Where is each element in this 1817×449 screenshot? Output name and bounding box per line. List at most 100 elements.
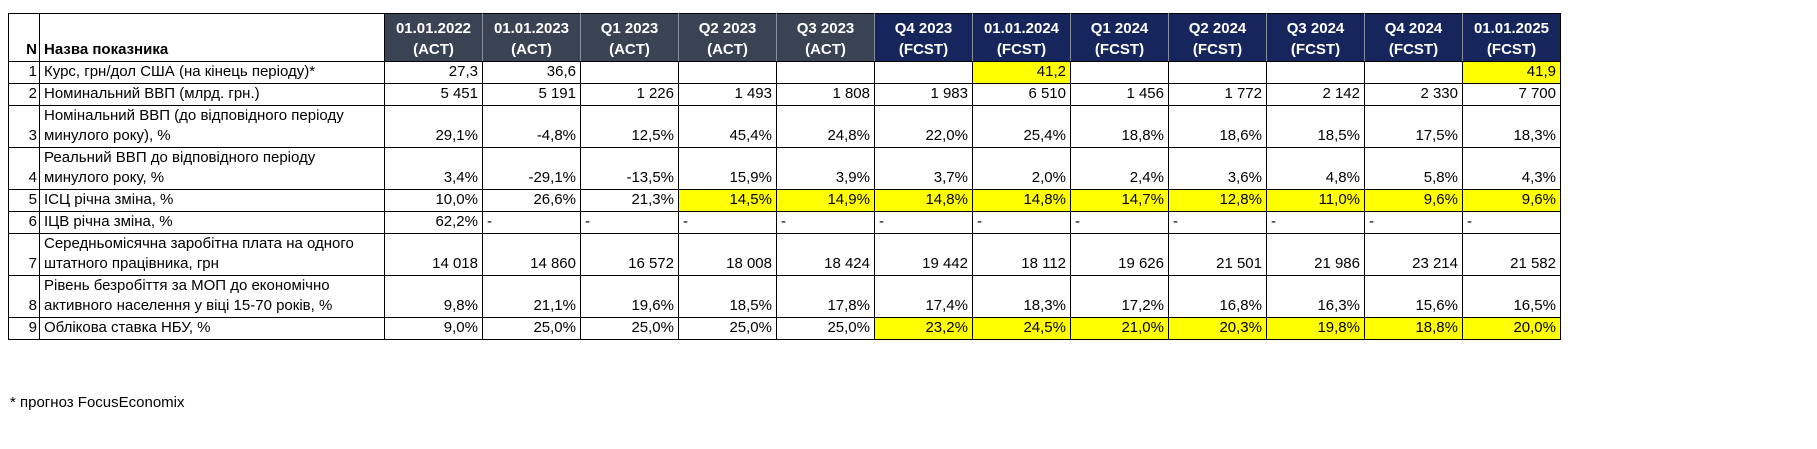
cell-r6-c8: - <box>1070 211 1169 234</box>
cell-r6-c12: - <box>1462 211 1561 234</box>
cell-r4-c9: 3,6% <box>1168 147 1267 190</box>
cell-r9-c6: 23,2% <box>874 317 973 340</box>
cell-r2-c3: 1 226 <box>580 83 679 106</box>
cell-r5-c10: 11,0% <box>1266 189 1365 212</box>
cell-r1-c2: 36,6 <box>482 61 581 84</box>
cell-r5-c1: 10,0% <box>384 189 483 212</box>
cell-r5-c6: 14,8% <box>874 189 973 212</box>
cell-r8-c3: 19,6% <box>580 275 679 318</box>
cell-r9-c1: 9,0% <box>384 317 483 340</box>
cell-r3-c4: 45,4% <box>678 105 777 148</box>
cell-r9-c11: 18,8% <box>1364 317 1463 340</box>
cell-r7-c11: 23 214 <box>1364 233 1463 276</box>
cell-r5-c7: 14,8% <box>972 189 1071 212</box>
indicator-row-4: 4 Реальний ВВП до відповідного періоду ми… <box>8 147 1561 190</box>
cell-r8-c9: 16,8% <box>1168 275 1267 318</box>
cell-r7-c5: 18 424 <box>776 233 875 276</box>
indicator-label: Рівень безробіття за МОП до економічно а… <box>39 275 385 318</box>
cell-r7-c2: 14 860 <box>482 233 581 276</box>
cell-r9-c7: 24,5% <box>972 317 1071 340</box>
cell-r9-c4: 25,0% <box>678 317 777 340</box>
indicator-row-5: 5 ІСЦ річна зміна, % 10,0% 26,6% 21,3% 14,5% 1… <box>8 189 1561 212</box>
cell-r6-c9: - <box>1168 211 1267 234</box>
cell-r9-c8: 21,0% <box>1070 317 1169 340</box>
cell-r2-c5: 1 808 <box>776 83 875 106</box>
cell-r5-c8: 14,7% <box>1070 189 1169 212</box>
cell-r1-c4 <box>678 61 777 84</box>
cell-r4-c2: -29,1% <box>482 147 581 190</box>
cell-r8-c5: 17,8% <box>776 275 875 318</box>
cell-r3-c8: 18,8% <box>1070 105 1169 148</box>
cell-r4-c7: 2,0% <box>972 147 1071 190</box>
cell-r8-c12: 16,5% <box>1462 275 1561 318</box>
cell-r7-c8: 19 626 <box>1070 233 1169 276</box>
cell-r4-c11: 5,8% <box>1364 147 1463 190</box>
row-number: 9 <box>8 317 40 340</box>
col-header-01-01-2024: 01.01.2024 (FCST) <box>972 13 1071 62</box>
indicator-label: Облікова ставка НБУ, % <box>39 317 385 340</box>
col-header-Q3-2024: Q3 2024 (FCST) <box>1266 13 1365 62</box>
cell-r2-c7: 6 510 <box>972 83 1071 106</box>
cell-r4-c3: -13,5% <box>580 147 679 190</box>
col-header-Q4-2024: Q4 2024 (FCST) <box>1364 13 1463 62</box>
cell-r8-c8: 17,2% <box>1070 275 1169 318</box>
cell-r8-c4: 18,5% <box>678 275 777 318</box>
indicator-label: ІЦВ річна зміна, % <box>39 211 385 234</box>
col-header-Q2-2024: Q2 2024 (FCST) <box>1168 13 1267 62</box>
cell-r2-c6: 1 983 <box>874 83 973 106</box>
cell-r9-c2: 25,0% <box>482 317 581 340</box>
cell-r3-c9: 18,6% <box>1168 105 1267 148</box>
row-number: 6 <box>8 211 40 234</box>
cell-r3-c7: 25,4% <box>972 105 1071 148</box>
indicator-row-7: 7 Середньомісячна заробітна плата на одно… <box>8 233 1561 276</box>
col-header-Q4-2023: Q4 2023 (FCST) <box>874 13 973 62</box>
row-number: 2 <box>8 83 40 106</box>
cell-r5-c9: 12,8% <box>1168 189 1267 212</box>
cell-r1-c7: 41,2 <box>972 61 1071 84</box>
col-header-01-01-2022: 01.01.2022 (ACT) <box>384 13 483 62</box>
cell-r7-c3: 16 572 <box>580 233 679 276</box>
cell-r4-c8: 2,4% <box>1070 147 1169 190</box>
spreadsheet-region: N Назва показника 01.01.2022 (ACT) 01.01.2… <box>8 13 1561 411</box>
header-row: N Назва показника 01.01.2022 (ACT) 01.01.2… <box>8 13 1561 62</box>
cell-r7-c7: 18 112 <box>972 233 1071 276</box>
cell-r9-c3: 25,0% <box>580 317 679 340</box>
cell-r2-c12: 7 700 <box>1462 83 1561 106</box>
cell-r1-c1: 27,3 <box>384 61 483 84</box>
cell-r8-c1: 9,8% <box>384 275 483 318</box>
indicator-label: Номинальний ВВП (млрд. грн.) <box>39 83 385 106</box>
cell-r4-c5: 3,9% <box>776 147 875 190</box>
cell-r4-c10: 4,8% <box>1266 147 1365 190</box>
cell-r5-c2: 26,6% <box>482 189 581 212</box>
cell-r1-c11 <box>1364 61 1463 84</box>
indicator-label: ІСЦ річна зміна, % <box>39 189 385 212</box>
cell-r2-c8: 1 456 <box>1070 83 1169 106</box>
cell-r8-c6: 17,4% <box>874 275 973 318</box>
cell-r9-c12: 20,0% <box>1462 317 1561 340</box>
cell-r6-c6: - <box>874 211 973 234</box>
indicator-name-column-header: Назва показника <box>39 13 385 62</box>
cell-r9-c9: 20,3% <box>1168 317 1267 340</box>
cell-r9-c10: 19,8% <box>1266 317 1365 340</box>
indicator-row-2: 2 Номинальний ВВП (млрд. грн.) 5 451 5 191 1… <box>8 83 1561 106</box>
cell-r8-c11: 15,6% <box>1364 275 1463 318</box>
footnote: * прогноз FocusEconomix <box>10 394 185 411</box>
cell-r5-c3: 21,3% <box>580 189 679 212</box>
row-number: 5 <box>8 189 40 212</box>
indicator-row-6: 6 ІЦВ річна зміна, % 62,2% - - - - - - - - - - - <box>8 211 1561 234</box>
cell-r1-c5 <box>776 61 875 84</box>
cell-r1-c9 <box>1168 61 1267 84</box>
cell-r3-c6: 22,0% <box>874 105 973 148</box>
col-header-Q1-2024: Q1 2024 (FCST) <box>1070 13 1169 62</box>
cell-r4-c6: 3,7% <box>874 147 973 190</box>
indicator-row-8: 8 Рівень безробіття за МОП до економічно … <box>8 275 1561 318</box>
cell-r7-c1: 14 018 <box>384 233 483 276</box>
cell-r7-c12: 21 582 <box>1462 233 1561 276</box>
cell-r6-c3: - <box>580 211 679 234</box>
cell-r4-c1: 3,4% <box>384 147 483 190</box>
cell-r6-c1: 62,2% <box>384 211 483 234</box>
row-number: 8 <box>8 275 40 318</box>
cell-r8-c2: 21,1% <box>482 275 581 318</box>
cell-r6-c10: - <box>1266 211 1365 234</box>
cell-r3-c1: 29,1% <box>384 105 483 148</box>
